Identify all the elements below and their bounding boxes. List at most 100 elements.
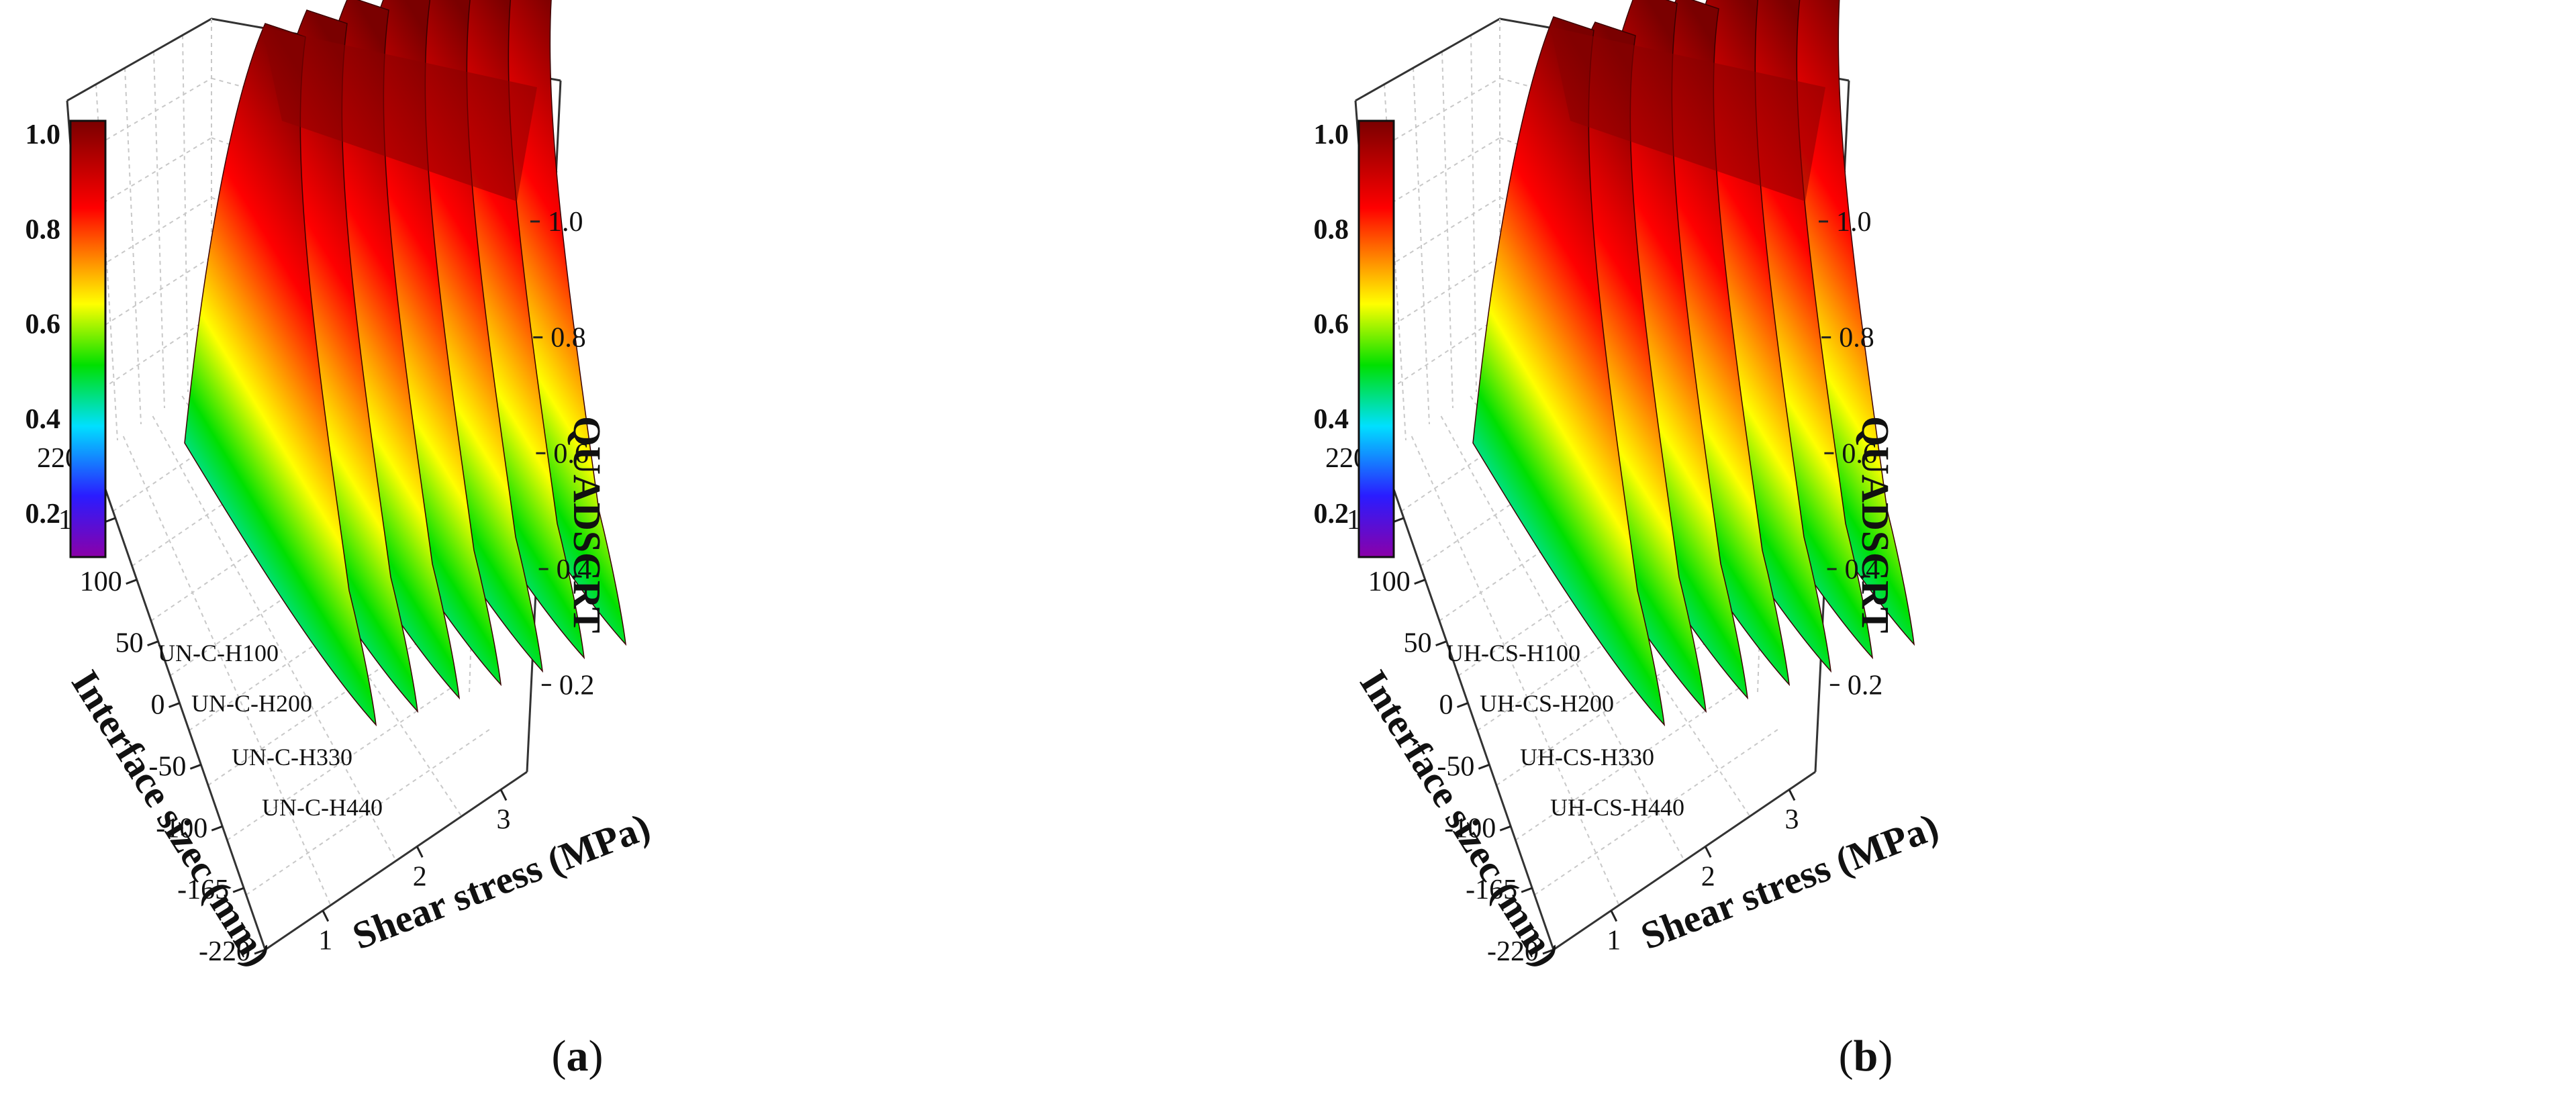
grid-line [132, 463, 283, 567]
grid-line [1420, 463, 1571, 567]
series-labels: UN-C-H100 UN-C-H200 UN-C-H330 UN-C-H440 [158, 640, 383, 821]
colorbar-tick-label: 0.4 [1314, 404, 1349, 435]
grid-line [124, 68, 142, 425]
series-label: UN-C-H100 [158, 640, 279, 666]
x-axis-line [265, 770, 528, 951]
y-tick-mark [211, 825, 223, 832]
y-tick-mark [1542, 948, 1554, 955]
y-tick-mark [1478, 763, 1490, 770]
grid-line [207, 639, 422, 786]
y-tick-label: 100 [80, 566, 122, 597]
colorbar-tick-label: 1.0 [26, 119, 61, 150]
series-label: UH-CS-H100 [1446, 640, 1580, 666]
series-label: UH-CS-H200 [1480, 690, 1614, 717]
z-tick-label: 0.2 [1848, 670, 1883, 701]
surface [184, 0, 627, 727]
series-label: UN-C-H200 [191, 690, 312, 717]
y-tick-mark [126, 579, 138, 585]
surface-chart-a: UN-C-H100 UN-C-H200 UN-C-H330 UN-C-H440 0.2 0… [26, 0, 656, 1081]
chart-panel-a: UN-C-H100 UN-C-H200 UN-C-H330 UN-C-H440 0.2 0… [26, 0, 656, 1081]
grid-line [89, 315, 212, 398]
caption-close-paren: ) [589, 1032, 604, 1081]
colorbar-tick-label: 0.2 [1314, 499, 1349, 530]
x-tick-label: 2 [1701, 861, 1715, 892]
grid-line [1441, 51, 1453, 409]
y-tick-label: 100 [1368, 566, 1411, 597]
grid-line [152, 415, 397, 861]
colorbar: 1.0 0.8 0.6 0.4 0.2 [1314, 119, 1395, 558]
z-axis-ticks: 0.2 0.4 0.6 0.8 1.0 [1819, 207, 1882, 701]
y-tick-label: -220 [1487, 936, 1539, 967]
z-tick-label: 0.8 [551, 323, 586, 354]
grid-line [1496, 639, 1711, 786]
grid-line [122, 436, 332, 906]
grid-line [1470, 35, 1477, 393]
grid-line [1439, 507, 1606, 621]
surface-ridge [262, 27, 537, 201]
surface-strip [1472, 16, 1666, 727]
y-tick-label: -165 [1466, 875, 1517, 905]
x-tick-label: 3 [497, 805, 511, 836]
series-labels: UH-CS-H100 UH-CS-H200 UH-CS-H330 UH-CS-H440 [1446, 640, 1684, 821]
grid-line [182, 35, 189, 393]
colorbar-gradient [69, 119, 107, 558]
z-tick-label: 1.0 [548, 207, 583, 238]
y-tick-label: -50 [148, 751, 186, 782]
caption-close-paren: ) [1878, 1032, 1893, 1081]
grid-line [112, 419, 247, 512]
y-tick-mark [1392, 517, 1404, 524]
z-axis-title: QUADSCRT [565, 416, 609, 633]
z-axis-ticks: 0.2 0.4 0.6 0.8 1.0 [530, 207, 594, 701]
grid-line [1515, 683, 1746, 841]
y-tick-label: 50 [115, 628, 144, 659]
surface-strip [184, 23, 377, 727]
colorbar-tick-label: 0.6 [26, 309, 61, 340]
y-tick-mark [147, 640, 159, 647]
caption-letter: a [567, 1032, 589, 1081]
grid-line [226, 683, 458, 841]
colorbar-tick-label: 1.0 [1314, 119, 1349, 150]
x-tick-mark [1788, 789, 1796, 801]
y-tick-mark [104, 517, 116, 524]
y-tick-label: 0 [1439, 690, 1453, 721]
grid-line [1400, 419, 1535, 512]
colorbar-tick-label: 0.6 [1314, 309, 1349, 340]
series-label: UN-C-H440 [262, 794, 383, 821]
caption-open-paren: ( [1839, 1032, 1854, 1081]
grid-line [1440, 415, 1685, 861]
z-tick-label: 0.8 [1839, 323, 1874, 354]
z-axis-title: QUADSCRT [1854, 416, 1897, 633]
y-tick-mark [1435, 640, 1447, 647]
x-tick-label: 1 [1607, 926, 1621, 956]
caption-open-paren: ( [552, 1032, 567, 1081]
series-label: UH-CS-H440 [1550, 794, 1684, 821]
z-tick-label: 0.4 [1845, 554, 1880, 585]
colorbar-tick-label: 0.8 [1314, 214, 1349, 245]
surface-chart-b: UH-CS-H100 UH-CS-H200 UH-CS-H330 UH-CS-H440… [1314, 0, 1944, 1081]
x-axis-ticks: 1 2 3 [318, 789, 511, 956]
y-tick-mark [1414, 579, 1426, 585]
series-label: UN-C-H330 [232, 744, 352, 770]
z-tick-label: 0.4 [557, 554, 592, 585]
grid-line [153, 51, 165, 409]
colorbar: 1.0 0.8 0.6 0.4 0.2 [26, 119, 107, 558]
y-tick-label: -100 [1444, 813, 1496, 844]
colorbar-tick-label: 0.8 [26, 214, 61, 245]
colorbar-tick-label: 0.2 [26, 499, 61, 530]
x-tick-mark [1704, 846, 1712, 858]
grid-line [1534, 727, 1781, 896]
x-tick-mark [1610, 910, 1618, 922]
y-tick-label: -220 [199, 936, 250, 967]
caption-letter: b [1854, 1032, 1878, 1081]
series-label: UH-CS-H330 [1520, 744, 1654, 770]
z-tick-label: 0.6 [553, 438, 589, 469]
x-axis-line [1553, 770, 1816, 951]
panel-caption: (b) [1839, 1032, 1893, 1081]
y-tick-mark [254, 948, 266, 955]
x-tick-label: 2 [413, 861, 427, 892]
x-tick-mark [416, 846, 424, 858]
y-tick-mark [1521, 887, 1533, 893]
y-tick-mark [232, 887, 244, 893]
grid-line [150, 507, 318, 621]
y-tick-label: -165 [177, 875, 229, 905]
